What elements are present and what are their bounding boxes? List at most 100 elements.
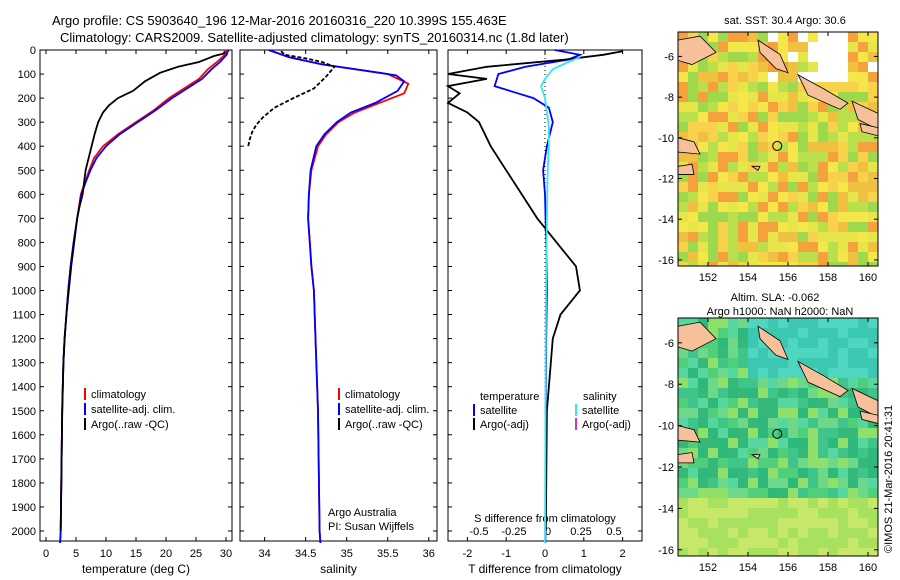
map-y-tick-label: -14: [658, 503, 674, 515]
x-tick-label: 35.5: [377, 548, 398, 560]
figure-title-line1: Argo profile: CS 5903640_196 12-Mar-2016…: [52, 13, 507, 28]
x-axis-label: T difference from climatology: [468, 562, 622, 576]
map-x-tick-label: 158: [819, 562, 837, 574]
series-line-satellite-adj-clim-: [268, 49, 406, 544]
map-y-tick-label: -16: [658, 255, 674, 267]
map-y-tick-label: -6: [664, 51, 674, 63]
y-tick-label: 1500: [12, 406, 36, 418]
legend-label: Argo(-adj): [480, 419, 529, 431]
sla-map-title: Altim. SLA: -0.062: [730, 292, 820, 304]
y-tick-label: 1200: [12, 334, 36, 346]
x-tick-label: 10: [100, 548, 112, 560]
y-tick-label: 1600: [12, 430, 36, 442]
x-tick-label: 15: [130, 548, 142, 560]
argo-position-marker: [772, 140, 783, 151]
y-tick-label: 500: [18, 165, 36, 177]
land-mass: [757, 39, 789, 74]
land-mass: [750, 454, 761, 460]
x-axis-label: temperature (deg C): [82, 562, 190, 576]
x-tick-label: 5: [73, 548, 79, 560]
map-y-tick-label: -14: [658, 214, 674, 226]
x-tick-label: -2: [463, 548, 473, 560]
y-tick-label: 1300: [12, 358, 36, 370]
legend-label: satellite-adj. clim.: [91, 404, 175, 416]
legend-label: climatology: [91, 389, 147, 401]
argo-position-marker: [772, 428, 783, 439]
x-tick-label: 1: [581, 548, 587, 560]
sla-map: [677, 317, 879, 557]
panel-annotation: Argo Australia: [328, 507, 397, 519]
legend-title: salinity: [583, 391, 617, 403]
map-x-tick-label: 160: [859, 562, 877, 574]
x-tick-label: 34.5: [295, 548, 316, 560]
land-mass: [750, 165, 761, 171]
y-tick-label: 900: [18, 261, 36, 273]
figure-title-line2: Climatology: CARS2009. Satellite-adjuste…: [60, 30, 569, 45]
panel-frame-2: [239, 49, 438, 542]
y-tick-label: 1900: [12, 502, 36, 514]
land-mass: [757, 325, 789, 361]
y-tick-label: 200: [18, 93, 36, 105]
y-tick-label: 2000: [12, 526, 36, 538]
s-tick-label: 0.5: [606, 526, 621, 538]
credit-stamp: ©IMOS 21-Mar-2016 20:41:31: [883, 404, 895, 553]
x-tick-label: 34: [259, 548, 271, 560]
legend-label: satellite: [582, 405, 619, 417]
y-tick-label: 400: [18, 141, 36, 153]
y-tick-label: 1100: [12, 310, 36, 322]
series-line-argo-raw-qc-: [247, 50, 336, 147]
panel-frame-1: [39, 49, 233, 542]
map-y-tick-label: -10: [658, 133, 674, 145]
map-x-tick-label: 154: [739, 272, 757, 284]
map-y-tick-label: -10: [658, 421, 674, 433]
map-x-tick-label: 152: [699, 562, 717, 574]
sst-map: [677, 31, 879, 267]
land-mass: [677, 452, 695, 464]
map-y-tick-label: -8: [664, 379, 674, 391]
y-tick-label: 600: [18, 189, 36, 201]
x-tick-label: 2: [620, 548, 626, 560]
x-tick-label: -1: [501, 548, 511, 560]
s-tick-label: 0.25: [570, 526, 591, 538]
map-x-tick-label: 156: [779, 562, 797, 574]
y-tick-label: 1000: [12, 286, 36, 298]
legend-label: Argo(..raw -QC): [91, 419, 169, 431]
panel-annotation: PI: Susan Wijffels: [328, 521, 414, 533]
map-y-tick-label: -12: [658, 462, 674, 474]
legend-label: satellite-adj. clim.: [345, 404, 429, 416]
y-tick-label: 700: [18, 213, 36, 225]
sla-map-subtitle: Argo h1000: NaN h2000: NaN: [706, 306, 854, 318]
map-y-tick-label: -12: [658, 174, 674, 186]
map-x-tick-label: 160: [859, 272, 877, 284]
legend-label: Argo(-adj): [582, 419, 631, 431]
land-mass: [677, 163, 695, 175]
x-tick-label: 30: [220, 548, 232, 560]
s-tick-label: -0.25: [501, 526, 526, 538]
x-axis-label: salinity: [320, 562, 357, 576]
legend-label: Argo(..raw -QC): [345, 419, 423, 431]
s-tick-label: -0.5: [470, 526, 489, 538]
s-tick-label: 0: [545, 526, 551, 538]
legend-label: satellite: [480, 405, 517, 417]
y-tick-label: 1700: [12, 454, 36, 466]
y-tick-label: 0: [30, 45, 36, 57]
legend-title: temperature: [480, 391, 539, 403]
x-tick-label: 35: [341, 548, 353, 560]
map-x-tick-label: 156: [779, 272, 797, 284]
x-tick-label: 0: [542, 548, 548, 560]
map-y-tick-label: -6: [664, 338, 674, 350]
map-frame: [677, 31, 879, 267]
map-x-tick-label: 158: [819, 272, 837, 284]
y-tick-label: 100: [18, 69, 36, 81]
series-line-salinity-satellite: [540, 56, 581, 544]
sst-map-title: sat. SST: 30.4 Argo: 30.6: [724, 15, 846, 27]
y-tick-label: 1400: [12, 382, 36, 394]
map-y-tick-label: -16: [658, 545, 674, 557]
x-tick-label: 20: [160, 548, 172, 560]
map-x-tick-label: 154: [739, 562, 757, 574]
legend-label: climatology: [345, 389, 401, 401]
y-tick-label: 300: [18, 117, 36, 129]
series-line-argo-adj-: [445, 50, 623, 532]
y-tick-label: 1800: [12, 478, 36, 490]
